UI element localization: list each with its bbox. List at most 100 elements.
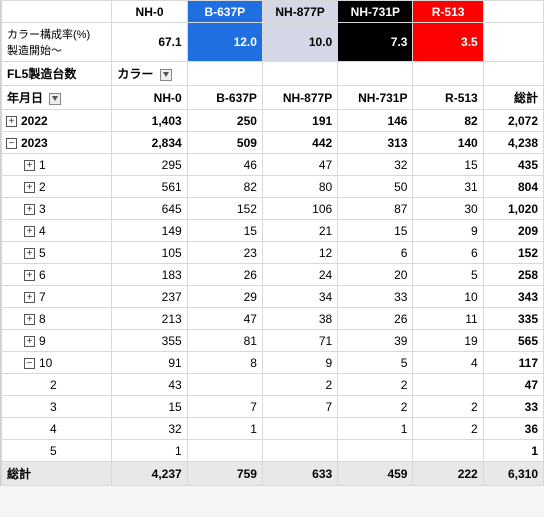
data-cell: 2 xyxy=(413,396,483,418)
data-cell: 39 xyxy=(338,330,413,352)
data-cell: 237 xyxy=(112,286,187,308)
row-label[interactable]: +1 xyxy=(2,154,112,176)
data-cell: 295 xyxy=(112,154,187,176)
data-cell: 23 xyxy=(187,242,262,264)
data-cell: 91 xyxy=(112,352,187,374)
data-cell: 26 xyxy=(187,264,262,286)
expand-button[interactable]: − xyxy=(6,138,17,149)
data-cell: 26 xyxy=(338,308,413,330)
row-label[interactable]: +5 xyxy=(2,242,112,264)
expand-button[interactable]: + xyxy=(24,226,35,237)
row-total: 33 xyxy=(483,396,543,418)
data-cell xyxy=(413,374,483,396)
data-cell: 32 xyxy=(112,418,187,440)
data-cell: 1,403 xyxy=(112,110,187,132)
row-total: 209 xyxy=(483,220,543,242)
col-header: B-637P xyxy=(187,86,262,110)
data-cell: 355 xyxy=(112,330,187,352)
data-cell: 2 xyxy=(262,374,337,396)
data-cell: 47 xyxy=(262,154,337,176)
data-cell: 4 xyxy=(413,352,483,374)
data-cell: 2 xyxy=(338,374,413,396)
data-cell xyxy=(187,374,262,396)
expand-button[interactable]: + xyxy=(24,204,35,215)
expand-button[interactable]: − xyxy=(24,358,35,369)
cell xyxy=(483,62,543,86)
row-total: 1 xyxy=(483,440,543,462)
ratio-label: カラー構成率(%) 製造開始～ xyxy=(2,23,112,62)
ratio-value: 10.0 xyxy=(262,23,337,62)
filter-icon[interactable] xyxy=(160,69,172,81)
data-cell: 561 xyxy=(112,176,187,198)
expand-button[interactable]: + xyxy=(24,314,35,325)
data-cell: 46 xyxy=(187,154,262,176)
grand-label: 総計 xyxy=(2,462,112,486)
data-cell: 29 xyxy=(187,286,262,308)
data-cell: 9 xyxy=(413,220,483,242)
data-cell: 38 xyxy=(262,308,337,330)
data-cell: 15 xyxy=(338,220,413,242)
row-label[interactable]: +9 xyxy=(2,330,112,352)
data-cell: 31 xyxy=(413,176,483,198)
col-header: R-513 xyxy=(413,86,483,110)
ratio-value: 7.3 xyxy=(338,23,413,62)
row-label[interactable]: +3 xyxy=(2,198,112,220)
cell xyxy=(262,62,337,86)
color-header: NH-731P xyxy=(338,1,413,23)
data-cell: 2,834 xyxy=(112,132,187,154)
data-cell: 191 xyxy=(262,110,337,132)
ratio-value: 67.1 xyxy=(112,23,187,62)
data-cell: 313 xyxy=(338,132,413,154)
data-cell xyxy=(338,440,413,462)
data-cell: 9 xyxy=(262,352,337,374)
data-cell: 8 xyxy=(187,352,262,374)
data-cell: 15 xyxy=(187,220,262,242)
grand-value: 222 xyxy=(413,462,483,486)
row-field[interactable]: 年月日 xyxy=(2,86,112,110)
data-cell: 7 xyxy=(187,396,262,418)
row-label[interactable]: +6 xyxy=(2,264,112,286)
row-label[interactable]: +4 xyxy=(2,220,112,242)
data-cell: 15 xyxy=(413,154,483,176)
row-total: 4,238 xyxy=(483,132,543,154)
row-label[interactable]: −2023 xyxy=(2,132,112,154)
grand-value: 459 xyxy=(338,462,413,486)
data-cell: 30 xyxy=(413,198,483,220)
row-label: 3 xyxy=(2,396,112,418)
data-cell: 509 xyxy=(187,132,262,154)
cell xyxy=(338,62,413,86)
row-label[interactable]: +2 xyxy=(2,176,112,198)
row-label[interactable]: +2022 xyxy=(2,110,112,132)
data-cell: 15 xyxy=(112,396,187,418)
color-field[interactable]: カラー xyxy=(112,62,187,86)
data-cell: 1 xyxy=(187,418,262,440)
color-header: NH-877P xyxy=(262,1,337,23)
expand-button[interactable]: + xyxy=(24,336,35,347)
pivot-title: FL5製造台数 xyxy=(2,62,112,86)
data-cell: 82 xyxy=(187,176,262,198)
row-label[interactable]: +7 xyxy=(2,286,112,308)
data-cell: 106 xyxy=(262,198,337,220)
row-total: 343 xyxy=(483,286,543,308)
expand-button[interactable]: + xyxy=(24,248,35,259)
data-cell: 10 xyxy=(413,286,483,308)
data-cell: 43 xyxy=(112,374,187,396)
data-cell: 47 xyxy=(187,308,262,330)
expand-button[interactable]: + xyxy=(24,292,35,303)
filter-icon[interactable] xyxy=(49,93,61,105)
row-total: 258 xyxy=(483,264,543,286)
expand-button[interactable]: + xyxy=(24,182,35,193)
data-cell: 87 xyxy=(338,198,413,220)
data-cell: 80 xyxy=(262,176,337,198)
data-cell: 6 xyxy=(338,242,413,264)
data-cell: 140 xyxy=(413,132,483,154)
data-cell: 50 xyxy=(338,176,413,198)
data-cell: 6 xyxy=(413,242,483,264)
expand-button[interactable]: + xyxy=(24,160,35,171)
expand-button[interactable]: + xyxy=(24,270,35,281)
row-label[interactable]: +8 xyxy=(2,308,112,330)
expand-button[interactable]: + xyxy=(6,116,17,127)
ratio-value: 12.0 xyxy=(187,23,262,62)
row-label[interactable]: −10 xyxy=(2,352,112,374)
row-total: 152 xyxy=(483,242,543,264)
